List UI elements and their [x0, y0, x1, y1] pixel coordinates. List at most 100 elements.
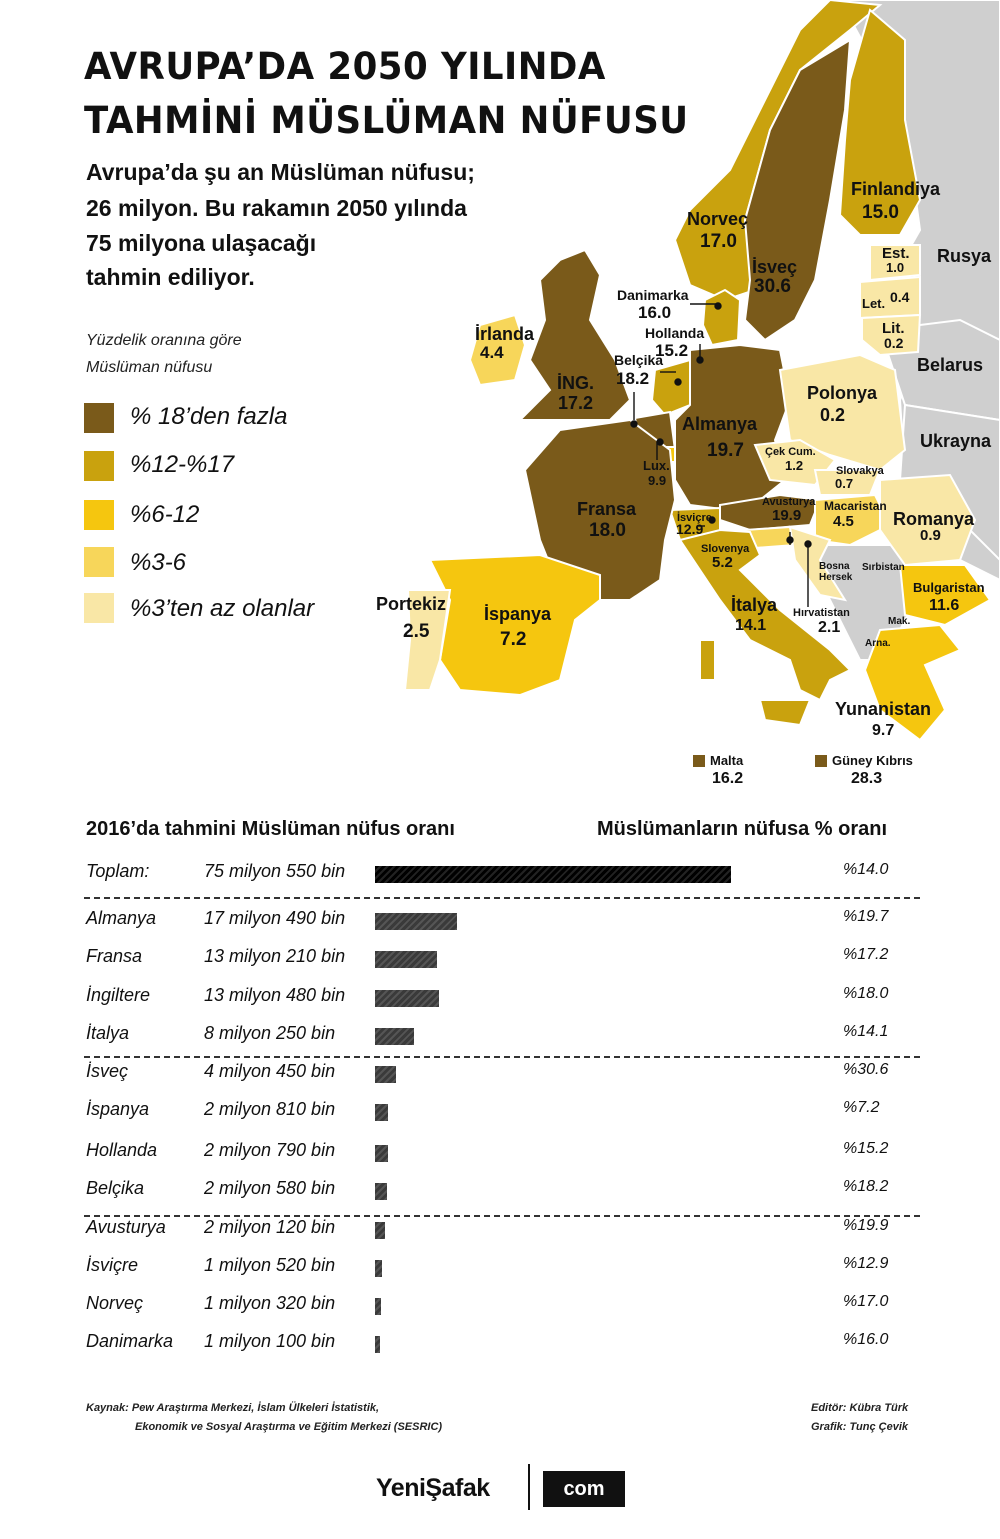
intro-line-1: Avrupa’da şu an Müslüman nüfusu;: [86, 159, 475, 185]
table-row: İsveç 4 milyon 450 bin %30.6: [0, 1061, 1000, 1091]
row-percent: %17.0: [843, 1293, 889, 1310]
region-estonia: [869, 244, 921, 282]
map-label-greece-name: Yunanistan: [835, 699, 931, 719]
row-bar: [375, 1028, 414, 1045]
region-denmark: [701, 288, 742, 347]
cyprus-swatch: [815, 755, 827, 767]
row-bar: [375, 1298, 381, 1315]
europe-map: Finlandiya 15.0 Norveç 17.0 İsveç 30.6 R…: [376, 0, 1000, 787]
map-label-lux-value: 9.9: [648, 473, 666, 488]
table-row: Fransa 13 milyon 210 bin %17.2: [0, 946, 1000, 976]
row-percent: %19.7: [843, 908, 889, 925]
map-label-uk-name: İNG.: [557, 373, 594, 393]
row-percent: %15.2: [843, 1140, 889, 1157]
row-bar: [375, 913, 457, 930]
legend-swatch-3: [84, 500, 114, 530]
map-label-croatia-value: 2.1: [818, 619, 840, 636]
row-bar: [375, 951, 437, 968]
row-bar: [375, 1183, 387, 1200]
map-label-portugal-value: 2.5: [403, 621, 430, 642]
intro-line-4: tahmin ediliyor.: [86, 264, 255, 290]
brand-logo: YeniŞafak: [376, 1474, 490, 1502]
map-label-slovakia-name: Slovakya: [836, 465, 885, 477]
region-netherlands: [650, 358, 691, 417]
map-label-austria-value: 19.9: [772, 507, 801, 524]
intro-line-2: 26 milyon. Bu rakamın 2050 yılında: [86, 195, 467, 221]
map-label-czech-value: 1.2: [785, 458, 803, 473]
map-label-bosnia-1: Bosna: [819, 561, 850, 572]
row-population: 17 milyon 490 bin: [204, 908, 346, 928]
map-label-sweden-name: İsveç: [752, 257, 797, 277]
row-bar: [375, 1336, 380, 1353]
region-sicily: [758, 699, 812, 727]
legend-label-3: %6-12: [130, 501, 200, 528]
map-label-bulgaria-name: Bulgaristan: [913, 580, 985, 595]
table-row: İsviçre 1 milyon 520 bin %12.9: [0, 1255, 1000, 1285]
table-header-right: Müslümanların nüfusa % oranı: [597, 818, 888, 840]
map-label-hungary-value: 4.5: [833, 513, 854, 530]
region-romania: [879, 473, 977, 567]
map-label-greece-value: 9.7: [872, 722, 894, 739]
map-label-hungary-name: Macaristan: [824, 499, 887, 513]
legend-swatch-1: [84, 403, 114, 433]
map-label-slovakia-value: 0.7: [835, 476, 853, 491]
row-country: Almanya: [86, 908, 157, 928]
divider: [84, 1056, 920, 1058]
map-label-bosnia-2: Hersek: [819, 572, 853, 583]
row-country: Avusturya: [86, 1217, 166, 1237]
row-percent: %14.0: [843, 861, 889, 878]
map-label-france-name: Fransa: [577, 499, 637, 519]
row-country: İsviçre: [86, 1255, 139, 1275]
row-bar: [375, 990, 439, 1007]
region-ireland: [468, 313, 527, 387]
legend-caption-1: Yüzdelik oranına göre: [86, 332, 242, 349]
row-population: 4 milyon 450 bin: [204, 1061, 336, 1081]
map-label-finland-name: Finlandiya: [851, 179, 941, 199]
region-spain: [428, 553, 601, 697]
source-line-1: Kaynak: Pew Araştırma Merkezi, İslam Ülk…: [86, 1402, 380, 1414]
row-bar: [375, 1104, 388, 1121]
region-portugal: [403, 589, 452, 691]
map-label-bulgaria-value: 11.6: [929, 597, 959, 614]
title-line-1: AVRUPA’DA 2050 YILINDA: [84, 45, 606, 88]
map-label-lithuania-value: 0.2: [884, 335, 904, 351]
map-label-lithuania-name: Lit.: [882, 320, 905, 337]
region-france: [523, 418, 677, 601]
map-label-belarus: Belarus: [917, 355, 983, 375]
map-label-czech-name: Çek Cum.: [765, 446, 816, 458]
map-label-belgium-name: Belçika: [614, 352, 663, 368]
map-label-albania: Arna.: [865, 638, 891, 649]
row-population: 2 milyon 810 bin: [204, 1099, 336, 1119]
row-country: Norveç: [86, 1293, 144, 1313]
table-row: Hollanda 2 milyon 790 bin %15.2: [0, 1140, 1000, 1170]
row-population: 2 milyon 120 bin: [204, 1217, 336, 1237]
editor-credit: Editör: Kübra Türk: [811, 1402, 909, 1414]
map-label-poland-name: Polonya: [807, 383, 878, 403]
row-population: 1 milyon 520 bin: [204, 1255, 336, 1275]
map-label-latvia-name: Let.: [862, 296, 885, 311]
row-population: 8 milyon 250 bin: [204, 1023, 336, 1043]
map-label-cyprus-value: 28.3: [851, 770, 882, 787]
divider: [84, 897, 920, 899]
map-label-switzerland-value: 12.9: [676, 521, 703, 537]
legend-label-4: %3-6: [130, 549, 187, 576]
row-country: İtalya: [86, 1023, 130, 1043]
map-label-latvia-value: 0.4: [890, 289, 910, 305]
map-label-malta-value: 16.2: [712, 770, 743, 787]
map-label-germany-value: 19.7: [707, 440, 744, 461]
region-hungary: [814, 493, 892, 547]
map-label-slovenia-name: Slovenya: [701, 543, 750, 555]
map-label-finland-value: 15.0: [862, 202, 899, 223]
region-lithuania: [861, 313, 922, 357]
region-italy: [678, 528, 852, 702]
table-row: İtalya 8 milyon 250 bin %14.1: [0, 1023, 1000, 1053]
brand-separator: [528, 1464, 530, 1510]
map-label-ukraine: Ukrayna: [920, 431, 992, 451]
map-label-belgium-value: 18.2: [616, 369, 649, 388]
legend-label-1: % 18’den fazla: [130, 403, 288, 430]
map-label-switzerland-name: İsviçre: [677, 511, 712, 524]
table-row: Avusturya 2 milyon 120 bin %19.9: [0, 1217, 1000, 1247]
source-line-2: Ekonomik ve Sosyal Araştırma ve Eğitim M…: [135, 1421, 443, 1433]
row-bar: [375, 866, 731, 883]
legend-swatch-4: [84, 547, 114, 577]
